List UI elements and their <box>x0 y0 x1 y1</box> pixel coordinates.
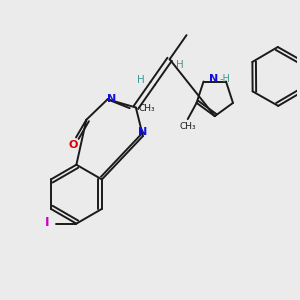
Text: H: H <box>137 75 145 85</box>
Text: I: I <box>45 216 49 229</box>
Text: CH₃: CH₃ <box>139 104 155 113</box>
Text: N: N <box>107 94 117 104</box>
Text: H: H <box>176 60 184 70</box>
Text: N: N <box>138 127 148 137</box>
Text: N: N <box>209 74 218 84</box>
Text: -H: -H <box>219 74 230 84</box>
Text: O: O <box>68 140 78 150</box>
Text: CH₃: CH₃ <box>179 122 196 131</box>
